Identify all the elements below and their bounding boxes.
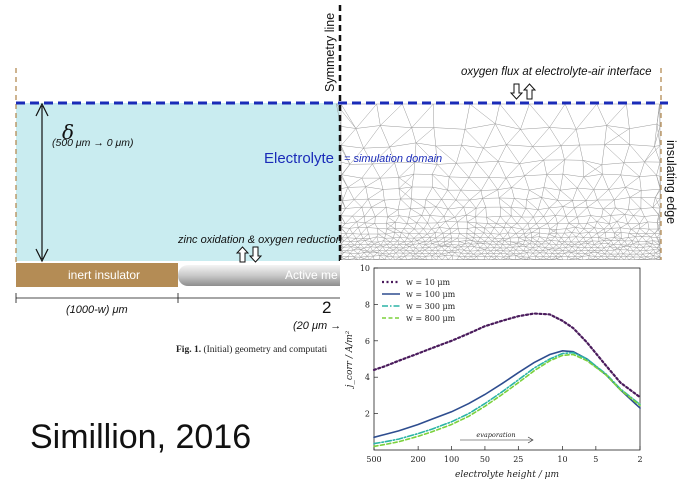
active-metal-label: Active me (285, 268, 338, 282)
inert-insulator-bar (16, 263, 178, 287)
evaporation-label: evaporation (476, 431, 515, 439)
inert-insulator-label: inert insulator (68, 268, 141, 282)
delta-arrow-head-top (35, 102, 49, 117)
active-metal-bar (178, 265, 350, 286)
delta-symbol: δ (62, 120, 75, 144)
author-credit: Simillion, 2016 (30, 418, 252, 456)
zinc-reaction-label: zinc oxidation & oxygen reduction (178, 234, 342, 246)
caption-text: (Initial) geometry and computati (203, 345, 328, 355)
electrolyte-region (16, 103, 340, 261)
y-tick-label: 10 (360, 264, 370, 273)
x-tick-label: 2 (637, 455, 642, 464)
x-tick-label: 5 (593, 455, 598, 464)
series-line-3 (373, 351, 641, 445)
delta-range-label: (500 μm → 0 μm) (52, 137, 134, 149)
series-line-1 (372, 312, 642, 399)
symmetry-line-label: Symmetry line (323, 12, 337, 92)
series-line-2 (373, 349, 641, 439)
width-right-range: (20 μm → (293, 320, 342, 332)
corrosion-chart: 500 200 100 50 25 10 5 2 10 8 6 4 2 electrolyte heigh… (340, 260, 683, 484)
insulating-edge-label: insulating edge (664, 140, 678, 225)
legend-label-3: w = 300 μm (406, 302, 456, 311)
evaporation-arrow-head (527, 436, 534, 444)
figure-caption: Fig. 1. (Initial) geometry and computati (176, 345, 327, 355)
y-axis-label: j_corr / A/m² (345, 330, 355, 389)
width-left-label: (1000-w) μm (66, 304, 128, 316)
simulation-domain-label: = simulation domain (344, 153, 443, 165)
x-tick-label: 25 (513, 455, 523, 464)
y-tick-label: 8 (365, 300, 370, 309)
chart-svg: 500 200 100 50 25 10 5 2 10 8 6 4 2 electrolyte heigh… (345, 264, 643, 480)
oxygen-flux-label: oxygen flux at electrolyte-air interface (461, 66, 652, 78)
x-tick-label: 500 (366, 455, 381, 464)
x-tick-label: 10 (557, 455, 567, 464)
y-tick-label: 4 (365, 373, 370, 382)
legend-label-2: w = 100 μm (406, 290, 456, 299)
reaction-arrows (235, 246, 263, 263)
legend-label-4: w = 800 μm (406, 314, 456, 323)
series-line-4 (373, 353, 641, 448)
mesh-region (340, 103, 660, 261)
plot-frame (373, 267, 641, 451)
electrolyte-label: Electrolyte (264, 150, 335, 167)
caption-label: Fig. 1. (176, 345, 202, 355)
x-tick-label: 200 (411, 455, 426, 464)
y-tick-label: 2 (365, 410, 370, 419)
delta-arrow-head-bottom (35, 248, 49, 263)
x-axis-label: electrolyte height / μm (455, 470, 559, 480)
x-tick-label: 50 (480, 455, 490, 464)
x-tick-label: 100 (444, 455, 459, 464)
y-tick-label: 6 (365, 337, 370, 346)
width-right-value: 2 (322, 298, 332, 317)
legend-label-1: w = 10 μm (406, 278, 451, 287)
oxygen-flux-arrows (509, 83, 537, 100)
